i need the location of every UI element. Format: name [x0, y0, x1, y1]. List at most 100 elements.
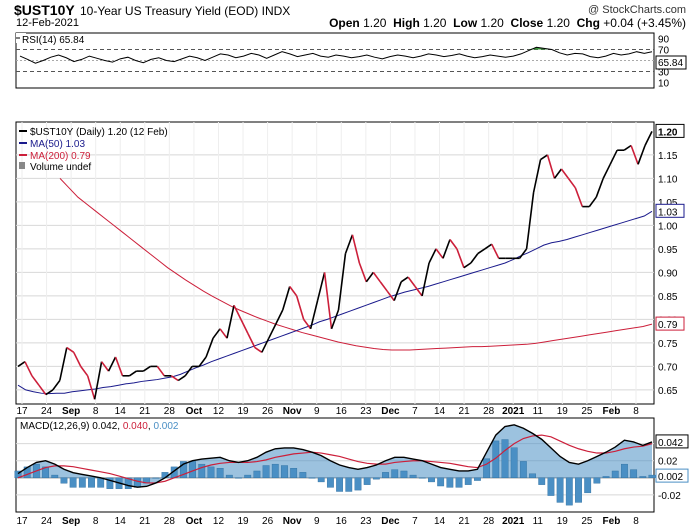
macd-legend-bg — [17, 419, 247, 431]
price-segment — [532, 159, 542, 193]
macd-x-tick: 25 — [581, 516, 593, 527]
macd-x-tick: 28 — [483, 516, 495, 527]
rsi-panel-frame — [15, 32, 655, 89]
price-y-tick: 0.95 — [658, 245, 678, 256]
price-y-tick: 0.75 — [658, 339, 678, 350]
price-tag-value: 0.79 — [658, 320, 678, 331]
macd-hist-bar — [372, 477, 380, 480]
macd-x-tick: 19 — [557, 516, 569, 527]
price-segment — [80, 365, 89, 377]
price-tag-value: 1.03 — [658, 207, 678, 218]
price-y-tick: 0.70 — [658, 362, 678, 373]
rsi-y-tick: 70 — [658, 46, 670, 57]
macd-tag-box — [655, 468, 689, 483]
open-value: 1.20 — [363, 16, 387, 30]
macd-hist-bar — [483, 458, 491, 479]
macd-hist-bar — [317, 477, 325, 483]
price-last-tags: 1.20 1.03 0.79 — [655, 123, 685, 331]
price-x-tick: 28 — [483, 406, 495, 417]
price-x-tick: 8 — [633, 406, 639, 417]
macd-hist-bar — [262, 465, 270, 479]
high-value: 1.20 — [423, 16, 447, 30]
exchange-text: INDX — [261, 4, 291, 18]
macd-hist-bar — [428, 477, 435, 483]
macd-hist-bar — [253, 470, 261, 479]
price-tag-box — [655, 203, 685, 218]
price-segment — [205, 337, 214, 358]
macd-tag-box — [655, 434, 689, 449]
price-x-tick: 19 — [237, 406, 249, 417]
macd-signal-line — [17, 434, 653, 484]
macd-y-tick: 0.02 — [658, 457, 678, 468]
rsi-y-tick: 30 — [658, 68, 670, 79]
price-y-tick: 0.90 — [658, 268, 678, 279]
macd-hist-bar — [326, 477, 334, 488]
ma50-legend-label: MA(50) 1.03 — [30, 139, 85, 150]
price-segment — [588, 196, 597, 208]
price-x-tick: Nov — [283, 406, 302, 417]
macd-hist-bar — [78, 477, 86, 488]
price-segment — [142, 365, 151, 372]
macd-hist-bar — [418, 477, 426, 479]
price-segment — [170, 375, 179, 382]
price-segment — [289, 286, 298, 297]
price-segment — [518, 248, 528, 259]
close-label: Close — [510, 16, 544, 30]
macd-y-tick: -0.02 — [658, 491, 681, 502]
macd-x-tick: 8 — [633, 516, 639, 527]
price-segment — [484, 243, 493, 250]
price-x-tick: 23 — [360, 406, 372, 417]
price-segment — [24, 361, 33, 377]
macd-hist-bar — [345, 477, 353, 492]
price-segment — [379, 281, 388, 292]
rsi-legend-bg — [16, 33, 26, 43]
macd-hist-bar — [648, 474, 656, 479]
description-text: 10-Year US Treasury Yield (EOD) — [80, 4, 259, 18]
price-segment — [52, 380, 61, 391]
price-segment — [491, 243, 500, 259]
price-segment — [219, 328, 228, 339]
price-segment — [372, 271, 381, 283]
macd-x-tick: 28 — [164, 516, 176, 527]
macd-hist-bar — [88, 477, 95, 488]
rsi-y-tick: 90 — [658, 35, 670, 46]
price-y-tick: 1.05 — [658, 198, 678, 209]
price-legend-label: $UST10Y (Daily) 1.20 (12 Feb) — [30, 127, 168, 138]
price-x-tick: 19 — [557, 406, 569, 417]
price-x-tick: 7 — [412, 406, 418, 417]
macd-hist-bar — [519, 461, 527, 479]
price-segment — [226, 305, 235, 339]
price-segment — [198, 356, 207, 367]
price-segment — [240, 319, 249, 334]
price-segment — [295, 295, 305, 320]
price-segment — [540, 154, 548, 161]
price-y-tick: 1.00 — [658, 221, 678, 232]
macd-hist-bar — [464, 477, 472, 485]
price-x-tick: 14 — [115, 406, 127, 417]
macd-x-tick: 9 — [314, 516, 320, 527]
price-segment — [212, 328, 221, 339]
macd-hist-bar — [281, 465, 288, 479]
price-segment — [637, 145, 646, 165]
macd-hist-bar — [639, 476, 647, 479]
price-segment — [400, 276, 409, 283]
copyright-link[interactable]: @ StockCharts.com — [588, 4, 686, 16]
high-label: High — [393, 16, 420, 30]
macd-hist-bar — [354, 477, 362, 491]
macd-hist-bar — [51, 474, 59, 479]
price-segment — [449, 239, 458, 250]
price-x-tick: 28 — [164, 406, 176, 417]
price-segment — [609, 149, 618, 165]
price-segment — [309, 300, 319, 329]
macd-histogram — [14, 439, 656, 506]
close-value: 1.20 — [546, 16, 570, 30]
price-x-tick: 21 — [459, 406, 471, 417]
price-x-tick: 2021 — [502, 406, 525, 417]
price-segment — [45, 389, 54, 396]
price-tag-value: 1.20 — [658, 127, 678, 138]
price-segment — [477, 248, 486, 255]
price-x-tick: 11 — [533, 406, 544, 417]
volume-legend-swatch — [19, 162, 25, 169]
macd-hist-bar — [584, 477, 592, 494]
price-segment — [428, 248, 437, 264]
